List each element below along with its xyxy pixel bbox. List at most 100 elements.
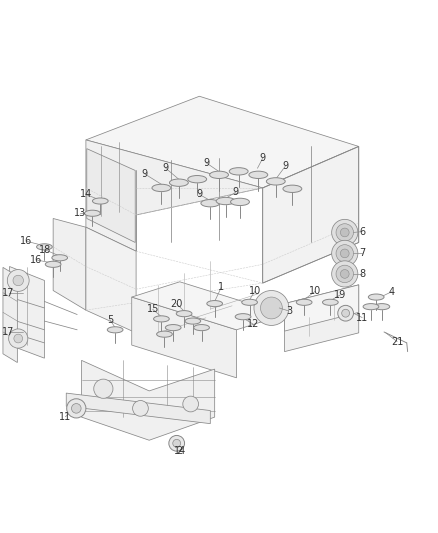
Circle shape bbox=[13, 275, 24, 286]
Text: 7: 7 bbox=[359, 248, 365, 259]
Polygon shape bbox=[3, 268, 18, 362]
Circle shape bbox=[71, 403, 81, 413]
Polygon shape bbox=[86, 140, 263, 251]
Text: 11: 11 bbox=[356, 312, 368, 322]
Circle shape bbox=[332, 220, 358, 246]
Ellipse shape bbox=[229, 168, 248, 175]
Text: 17: 17 bbox=[3, 288, 15, 298]
Text: 3: 3 bbox=[286, 306, 292, 316]
Ellipse shape bbox=[107, 327, 123, 333]
Ellipse shape bbox=[154, 316, 169, 322]
Ellipse shape bbox=[207, 301, 223, 306]
Polygon shape bbox=[285, 285, 359, 352]
Ellipse shape bbox=[368, 294, 384, 300]
Ellipse shape bbox=[296, 299, 312, 305]
Text: 9: 9 bbox=[283, 161, 289, 171]
Text: 9: 9 bbox=[196, 189, 202, 199]
Text: 15: 15 bbox=[146, 304, 159, 314]
Ellipse shape bbox=[235, 313, 251, 320]
Text: 19: 19 bbox=[334, 290, 346, 300]
Ellipse shape bbox=[170, 179, 188, 187]
Text: 5: 5 bbox=[107, 315, 113, 325]
Polygon shape bbox=[87, 149, 135, 243]
Circle shape bbox=[336, 245, 353, 262]
Ellipse shape bbox=[322, 299, 338, 305]
Ellipse shape bbox=[166, 325, 181, 330]
Ellipse shape bbox=[201, 199, 220, 207]
Ellipse shape bbox=[283, 185, 302, 192]
Text: 9: 9 bbox=[142, 169, 148, 179]
Ellipse shape bbox=[152, 184, 171, 191]
Text: 13: 13 bbox=[74, 208, 86, 218]
Text: 12: 12 bbox=[247, 319, 259, 329]
Circle shape bbox=[261, 297, 283, 319]
Text: 9: 9 bbox=[203, 158, 209, 167]
Ellipse shape bbox=[210, 171, 229, 179]
Circle shape bbox=[336, 224, 353, 241]
Ellipse shape bbox=[242, 299, 258, 305]
Circle shape bbox=[7, 270, 29, 292]
Text: 2: 2 bbox=[176, 446, 182, 456]
Circle shape bbox=[340, 228, 349, 237]
Polygon shape bbox=[66, 393, 210, 424]
Text: 16: 16 bbox=[20, 236, 32, 246]
Text: 8: 8 bbox=[359, 269, 365, 279]
Polygon shape bbox=[53, 219, 86, 310]
Text: 6: 6 bbox=[359, 227, 365, 237]
Text: 1: 1 bbox=[218, 282, 224, 293]
Ellipse shape bbox=[363, 304, 379, 310]
Text: 18: 18 bbox=[39, 245, 51, 255]
Circle shape bbox=[94, 379, 113, 398]
Ellipse shape bbox=[85, 210, 100, 216]
Text: 9: 9 bbox=[163, 163, 169, 173]
Circle shape bbox=[183, 396, 198, 412]
Ellipse shape bbox=[194, 325, 209, 330]
Circle shape bbox=[254, 290, 289, 326]
Circle shape bbox=[340, 249, 349, 258]
Text: 9: 9 bbox=[260, 154, 266, 163]
Text: 17: 17 bbox=[3, 327, 15, 337]
Text: 9: 9 bbox=[233, 187, 239, 197]
Ellipse shape bbox=[92, 198, 108, 204]
Circle shape bbox=[14, 334, 23, 343]
Text: 14: 14 bbox=[173, 446, 186, 456]
Ellipse shape bbox=[52, 255, 67, 261]
Circle shape bbox=[9, 329, 28, 348]
Ellipse shape bbox=[36, 244, 52, 250]
Circle shape bbox=[67, 399, 86, 418]
Ellipse shape bbox=[266, 177, 285, 185]
Polygon shape bbox=[86, 227, 136, 333]
Ellipse shape bbox=[157, 331, 172, 337]
Ellipse shape bbox=[230, 198, 249, 206]
Polygon shape bbox=[132, 282, 285, 330]
Ellipse shape bbox=[188, 175, 207, 183]
Polygon shape bbox=[285, 285, 359, 331]
Text: 16: 16 bbox=[31, 255, 42, 265]
Polygon shape bbox=[81, 360, 215, 440]
Ellipse shape bbox=[374, 304, 390, 310]
Circle shape bbox=[332, 240, 358, 266]
Circle shape bbox=[336, 265, 353, 282]
Circle shape bbox=[342, 309, 350, 317]
Polygon shape bbox=[86, 96, 359, 188]
Text: 10: 10 bbox=[249, 286, 261, 296]
Polygon shape bbox=[263, 147, 359, 283]
Circle shape bbox=[332, 261, 358, 287]
Ellipse shape bbox=[45, 261, 61, 268]
Circle shape bbox=[169, 435, 184, 451]
Text: 10: 10 bbox=[309, 286, 321, 296]
Polygon shape bbox=[132, 297, 237, 378]
Ellipse shape bbox=[249, 171, 268, 179]
Circle shape bbox=[173, 439, 180, 447]
Circle shape bbox=[133, 400, 148, 416]
Ellipse shape bbox=[176, 311, 192, 317]
Circle shape bbox=[340, 270, 349, 278]
Text: 14: 14 bbox=[80, 189, 92, 199]
Text: 4: 4 bbox=[389, 287, 395, 297]
Ellipse shape bbox=[185, 318, 201, 324]
Text: 21: 21 bbox=[391, 336, 403, 346]
Text: 20: 20 bbox=[170, 298, 183, 309]
Polygon shape bbox=[10, 266, 44, 358]
Text: 11: 11 bbox=[59, 411, 71, 422]
Circle shape bbox=[338, 305, 353, 321]
